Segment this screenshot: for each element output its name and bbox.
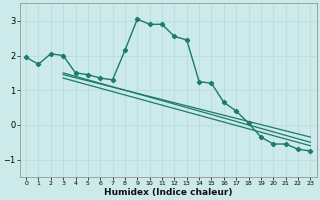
X-axis label: Humidex (Indice chaleur): Humidex (Indice chaleur) [104,188,232,197]
